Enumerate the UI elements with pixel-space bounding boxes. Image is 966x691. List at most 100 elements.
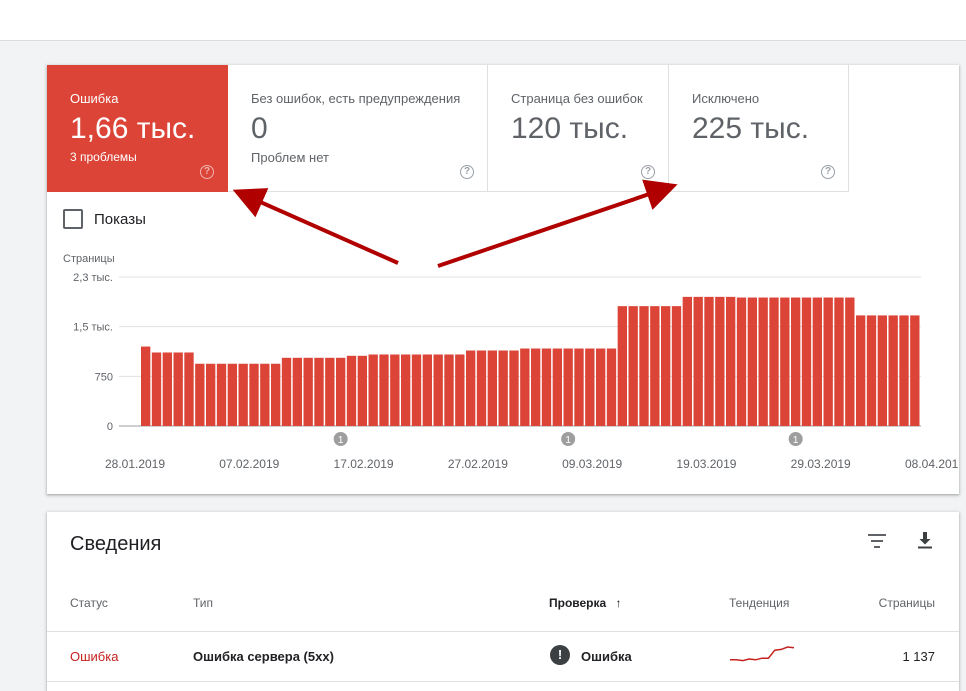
chart-bar[interactable] — [422, 354, 432, 426]
chart-bar[interactable] — [596, 348, 606, 426]
chart-bar[interactable] — [444, 354, 454, 426]
chart-bar[interactable] — [466, 350, 476, 426]
annotation-marker[interactable] — [788, 432, 803, 446]
annotation-marker[interactable] — [333, 432, 348, 446]
chart-bar[interactable] — [747, 297, 757, 426]
chart-bar[interactable] — [531, 348, 541, 426]
chart-bar[interactable] — [758, 297, 768, 426]
tile-excluded[interactable]: Исключено 225 тыс. ? — [669, 65, 849, 192]
column-trend[interactable]: Тенденция — [729, 596, 790, 610]
chart-bar[interactable] — [791, 297, 801, 426]
chart-bar[interactable] — [162, 352, 172, 426]
chart-bar[interactable] — [368, 354, 378, 426]
row-type[interactable]: Ошибка сервера (5xx) — [193, 649, 334, 664]
chart-bar[interactable] — [812, 297, 822, 426]
chart-bar[interactable] — [433, 354, 443, 426]
chart-bar[interactable] — [238, 363, 248, 426]
chart-bar[interactable] — [314, 357, 324, 426]
chart-bar[interactable] — [877, 315, 887, 426]
x-tick-label: 08.04.2019 — [905, 457, 959, 471]
tile-error[interactable]: Ошибка 1,66 тыс. 3 проблемы ? — [47, 65, 228, 192]
y-tick-label: 750 — [95, 371, 113, 383]
chart-bar[interactable] — [845, 297, 855, 426]
chart-bar[interactable] — [563, 348, 573, 426]
column-check-label: Проверка — [549, 596, 607, 610]
chart-bar[interactable] — [650, 306, 660, 426]
chart-bar[interactable] — [617, 306, 627, 426]
tile-valid[interactable]: Страница без ошибок 120 тыс. ? — [488, 65, 669, 192]
chart-bar[interactable] — [141, 346, 151, 426]
chart-bar[interactable] — [866, 315, 877, 426]
download-icon[interactable] — [915, 530, 935, 550]
chart-bar[interactable] — [216, 363, 227, 426]
chart-bar[interactable] — [227, 363, 237, 426]
chart-bar[interactable] — [769, 297, 779, 426]
chart-bar[interactable] — [173, 352, 183, 426]
chart-bar[interactable] — [487, 350, 497, 426]
chart-bar[interactable] — [151, 352, 162, 426]
chart-bar[interactable] — [693, 296, 703, 426]
chart-bar[interactable] — [260, 363, 270, 426]
chart-bar[interactable] — [292, 357, 302, 426]
impressions-checkbox[interactable] — [63, 209, 83, 229]
chart-bar[interactable] — [357, 355, 367, 426]
chart-bar[interactable] — [899, 315, 909, 426]
chart-bar[interactable] — [628, 306, 638, 426]
chart-bar[interactable] — [498, 350, 508, 426]
annotation-marker[interactable] — [561, 432, 576, 446]
chart-bar[interactable] — [476, 350, 487, 426]
column-status[interactable]: Статус — [70, 596, 108, 610]
chart-bar[interactable] — [206, 363, 216, 426]
chart-bar[interactable] — [823, 297, 833, 426]
chart-bar[interactable] — [671, 306, 682, 426]
chart-bar[interactable] — [390, 354, 400, 426]
tile-error-label: Ошибка — [70, 91, 119, 106]
chart-bar[interactable] — [249, 363, 259, 426]
chart-bar[interactable] — [184, 352, 194, 426]
filter-icon[interactable] — [867, 532, 887, 550]
coverage-summary-card: Ошибка 1,66 тыс. 3 проблемы ? Без ошибок… — [47, 65, 965, 494]
help-icon[interactable]: ? — [641, 165, 655, 179]
chart-bar[interactable] — [704, 296, 714, 426]
chart-bar[interactable] — [379, 354, 389, 426]
chart-bar[interactable] — [195, 363, 205, 426]
chart-bar[interactable] — [606, 348, 617, 426]
chart-bar[interactable] — [639, 306, 649, 426]
chart-bar[interactable] — [715, 296, 725, 426]
help-icon[interactable]: ? — [200, 165, 214, 179]
chart-bar[interactable] — [541, 348, 552, 426]
column-pages[interactable]: Страницы — [878, 596, 935, 610]
chart-bar[interactable] — [303, 357, 313, 426]
chart-bar[interactable] — [682, 296, 692, 426]
chart-bar[interactable] — [574, 348, 584, 426]
column-check[interactable]: Проверка ↑ — [549, 596, 622, 610]
chart-bar[interactable] — [281, 357, 292, 426]
x-tick-label: 19.03.2019 — [676, 457, 736, 471]
chart-bar[interactable] — [346, 355, 357, 426]
chart-bar[interactable] — [271, 363, 281, 426]
chart-bar[interactable] — [780, 297, 790, 426]
chart-bar[interactable] — [411, 354, 422, 426]
chart-bar[interactable] — [585, 348, 595, 426]
column-type[interactable]: Тип — [193, 596, 214, 610]
chart-bar[interactable] — [834, 297, 844, 426]
chart-bar[interactable] — [661, 306, 671, 426]
tile-warnings[interactable]: Без ошибок, есть предупреждения 0 Пробле… — [228, 65, 488, 192]
chart-bar[interactable] — [736, 297, 747, 426]
chart-bar[interactable] — [801, 297, 812, 426]
chart-bar[interactable] — [552, 348, 562, 426]
chart-bar[interactable] — [520, 348, 530, 426]
chart-bar[interactable] — [401, 354, 411, 426]
chart-bar[interactable] — [509, 350, 519, 426]
chart-bar[interactable] — [910, 315, 920, 426]
chart-bar[interactable] — [336, 357, 346, 426]
chart-bar[interactable] — [726, 296, 736, 426]
chart-bar[interactable] — [856, 315, 866, 426]
chart-bar[interactable] — [455, 354, 465, 426]
help-icon[interactable]: ? — [821, 165, 835, 179]
chart-bar[interactable] — [888, 315, 898, 426]
row-status[interactable]: Ошибка — [70, 649, 119, 664]
help-icon[interactable]: ? — [460, 165, 474, 179]
impressions-toggle[interactable]: Показы — [63, 209, 146, 229]
chart-bar[interactable] — [325, 357, 335, 426]
